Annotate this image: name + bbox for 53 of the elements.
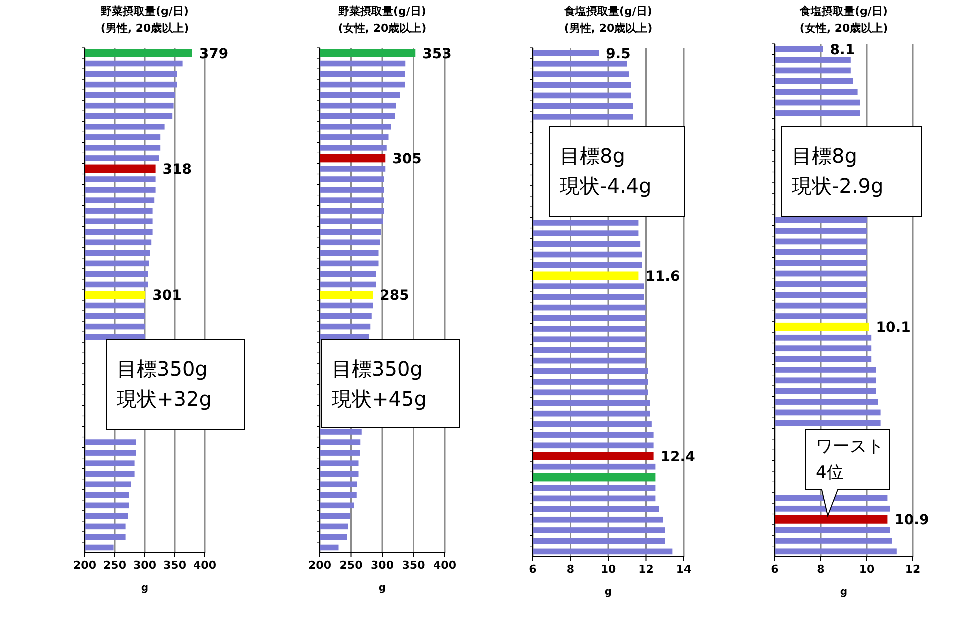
data-label: 305 xyxy=(392,151,422,168)
chart-subtitle: (男性, 20歳以上) xyxy=(564,22,653,35)
chart-title: 食塩摂取量(g/日) xyxy=(799,5,888,18)
chart-subtitle: (男性, 20歳以上) xyxy=(100,22,190,35)
x-axis-title: g xyxy=(604,587,612,598)
x-axis-title: g xyxy=(141,583,149,594)
annotation: 現状-2.9g xyxy=(792,174,884,198)
data-label: 353 xyxy=(422,46,452,62)
data-label: 12.4 xyxy=(660,449,696,466)
data-label: 10.1 xyxy=(876,320,911,336)
x-tick-label: 10 xyxy=(600,563,616,576)
x-axis-title: g xyxy=(840,587,848,598)
data-label: 10.9 xyxy=(894,512,930,529)
annotation: 現状+45g xyxy=(332,387,427,411)
x-tick-label: 350 xyxy=(164,559,187,572)
x-tick-label: 300 xyxy=(134,559,157,572)
chart-title: 野菜摂取量(g/日) xyxy=(338,5,426,18)
x-tick-label: 6 xyxy=(771,563,780,576)
data-label: 379 xyxy=(199,46,229,62)
annotation: 現状-4.4g xyxy=(560,174,652,198)
annotation: 現状+32g xyxy=(117,387,212,411)
data-label: 285 xyxy=(380,288,410,304)
chart-subtitle: (女性, 20歳以上) xyxy=(800,22,888,35)
x-tick-label: 200 xyxy=(74,559,97,572)
x-tick-label: 8 xyxy=(817,563,825,576)
x-tick-label: 14 xyxy=(676,563,692,576)
annotation: 目標8g xyxy=(792,144,858,168)
chart-title: 食塩摂取量(g/日) xyxy=(564,5,652,18)
x-tick-label: 350 xyxy=(402,559,426,572)
annotation: 目標350g xyxy=(332,357,423,381)
chart-title: 野菜摂取量(g/日) xyxy=(101,5,189,18)
annotation: 目標350g xyxy=(117,357,208,381)
data-label: 9.5 xyxy=(606,46,631,62)
chart-subtitle: (女性, 20歳以上) xyxy=(338,22,427,35)
x-tick-label: 10 xyxy=(859,563,875,576)
annotation: 4位 xyxy=(816,463,844,483)
annotation: 目標8g xyxy=(560,144,626,168)
x-axis-title: g xyxy=(378,583,386,594)
x-tick-label: 200 xyxy=(308,559,332,572)
x-tick-label: 250 xyxy=(340,559,364,572)
x-tick-label: 250 xyxy=(104,559,127,572)
x-tick-label: 400 xyxy=(434,559,457,572)
x-tick-label: 300 xyxy=(371,559,394,572)
x-tick-label: 12 xyxy=(905,563,921,576)
x-tick-label: 12 xyxy=(638,563,654,576)
x-tick-label: 400 xyxy=(194,559,217,572)
data-label: 8.1 xyxy=(830,42,856,58)
data-label: 301 xyxy=(152,288,182,304)
data-label: 11.6 xyxy=(646,268,680,285)
data-label: 318 xyxy=(162,162,192,178)
x-tick-label: 6 xyxy=(529,563,538,576)
x-tick-label: 8 xyxy=(566,563,575,576)
annotation: ワースト xyxy=(816,437,884,457)
